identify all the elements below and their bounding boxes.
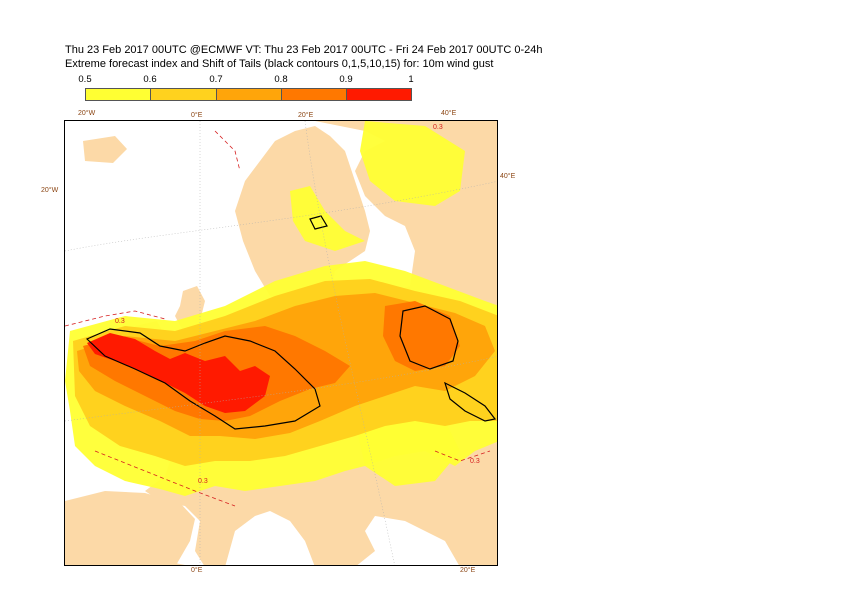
sot-contour-west: [85, 328, 321, 430]
map-title: Thu 23 Feb 2017 00UTC @ECMWF VT: Thu 23 …: [65, 44, 543, 56]
sot-contours: [85, 215, 497, 430]
sot-contour-south: [444, 381, 497, 422]
colorbar-swatch: [346, 88, 412, 101]
land-mass-iberia: [65, 491, 195, 565]
contour-label: 0.3: [433, 124, 443, 131]
map-subtitle: Extreme forecast index and Shift of Tail…: [65, 58, 494, 70]
colorbar-tick-label: 0.9: [339, 74, 353, 85]
colorbar-swatch: [150, 88, 217, 101]
colorbar-tick-label: 1: [408, 74, 414, 85]
dashed-contour: [214, 130, 241, 172]
graticule-line: [304, 121, 395, 565]
lon-label-20e-bottom: 20°E: [460, 567, 476, 574]
lon-label-20w-top: 20°W: [78, 110, 96, 117]
lon-label-0e-top: 0°E: [191, 112, 203, 119]
dashed-contour: [94, 450, 236, 507]
efi-map: 0.3 0.3 0.3 0.3: [65, 121, 497, 565]
colorbar-tick-label: 0.7: [209, 74, 223, 85]
efi-shading: [65, 121, 497, 496]
map-panel: 0.3 0.3 0.3 0.3: [64, 120, 498, 566]
colorbar-swatch: [85, 88, 151, 101]
colorbar-swatch: [216, 88, 282, 101]
dashed-contour: [65, 310, 166, 327]
contour-label: 0.3: [470, 458, 480, 465]
lon-label-20e-top: 20°E: [298, 112, 314, 119]
efi-area-05-scandinavia: [290, 186, 365, 251]
colorbar-tick-label: 0.6: [143, 74, 157, 85]
contour-label: 0.3: [115, 318, 125, 325]
land-mass-africa: [65, 546, 185, 565]
colorbar-swatch: [281, 88, 347, 101]
land-mass-iceland: [83, 136, 127, 163]
efi-area-09: [87, 333, 270, 413]
lon-label-20w-left: 20°W: [41, 187, 59, 194]
sot-contour-east: [399, 305, 459, 370]
efi-area-05-finland: [360, 121, 465, 206]
lon-label-40e-right: 40°E: [500, 173, 516, 180]
lon-label-40e-top: 40°E: [441, 110, 457, 117]
lon-label-0e-bottom: 0°E: [191, 567, 203, 574]
negative-contours: [65, 130, 491, 507]
contour-label: 0.3: [198, 478, 208, 485]
graticule: [65, 121, 497, 565]
efi-area-05-balkans: [355, 411, 460, 486]
sot-contour-sweden: [309, 215, 328, 230]
colorbar-tick-label: 0.5: [78, 74, 92, 85]
dashed-contour: [434, 450, 491, 462]
colorbar-tick-label: 0.8: [274, 74, 288, 85]
